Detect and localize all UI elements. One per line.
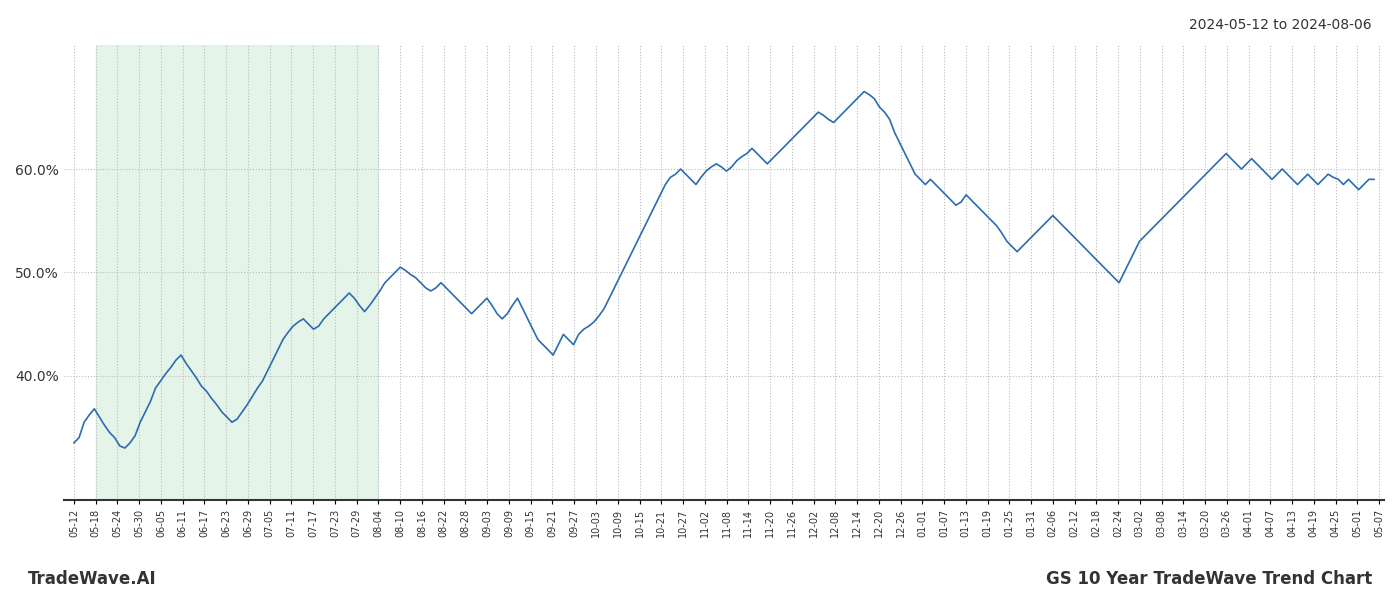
Bar: [95, 45, 378, 500]
Text: TradeWave.AI: TradeWave.AI: [28, 570, 157, 588]
Text: GS 10 Year TradeWave Trend Chart: GS 10 Year TradeWave Trend Chart: [1046, 570, 1372, 588]
Text: 2024-05-12 to 2024-08-06: 2024-05-12 to 2024-08-06: [1190, 18, 1372, 32]
